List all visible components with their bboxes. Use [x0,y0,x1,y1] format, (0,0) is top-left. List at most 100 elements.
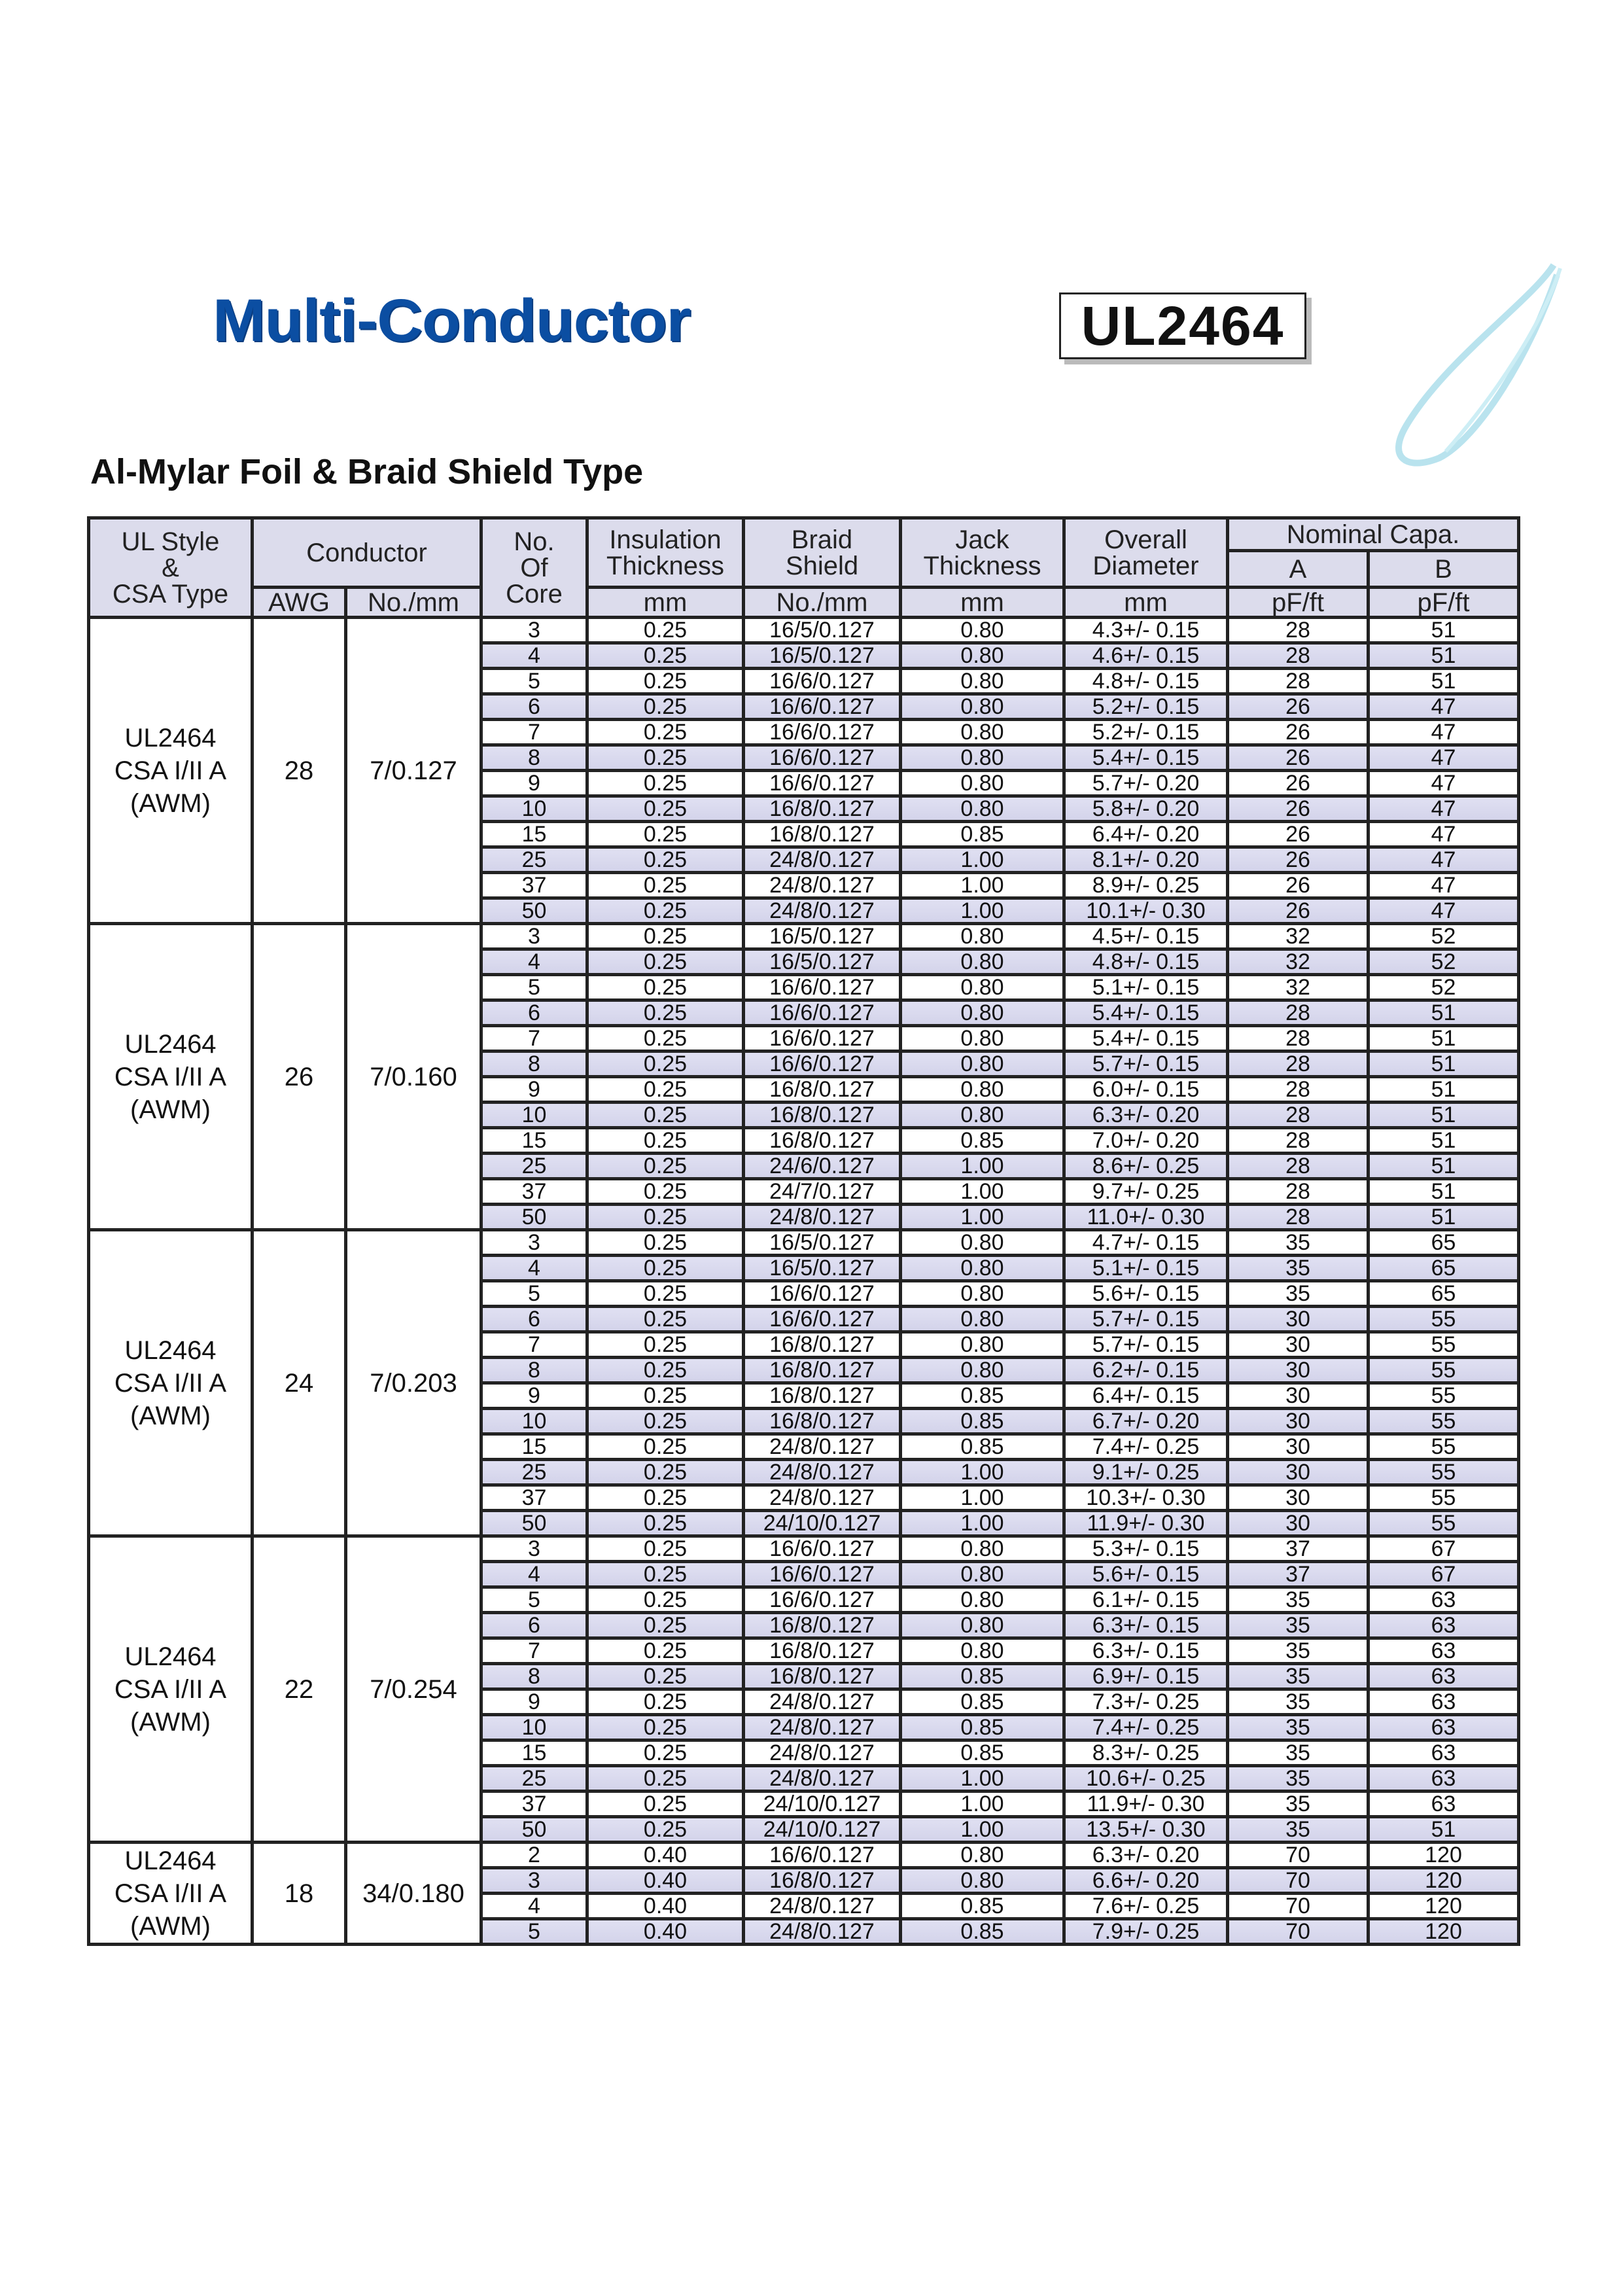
header-capa-a-unit: pF/ft [1226,586,1370,619]
capa-a-cell: 37 [1226,1534,1370,1563]
capa-a-cell: 30 [1226,1509,1370,1538]
overall-diameter-cell: 7.4+/- 0.25 [1062,1432,1229,1461]
jack-cell: 0.80 [899,1611,1066,1640]
capa-a-cell: 30 [1226,1356,1370,1385]
braid-cell: 16/6/0.127 [742,667,902,696]
capa-b-cell: 51 [1366,641,1521,670]
braid-cell: 24/8/0.127 [742,1917,902,1946]
overall-diameter-cell: 5.2+/- 0.15 [1062,692,1229,721]
table-row: 37 0.25 24/7/0.127 1.00 9.7+/- 0.25 28 51 [89,1177,1521,1206]
insulation-cell: 0.25 [585,1177,745,1206]
braid-cell: 16/8/0.127 [742,1330,902,1359]
overall-diameter-cell: 10.6+/- 0.25 [1062,1764,1229,1793]
table-row: 25 0.25 24/8/0.127 1.00 10.6+/- 0.25 35 63 [89,1764,1521,1793]
overall-diameter-cell: 5.4+/- 0.15 [1062,743,1229,772]
table-row: 50 0.25 24/8/0.127 1.00 11.0+/- 0.30 28 51 [89,1203,1521,1231]
conductor-cell: 7/0.127 [344,616,483,925]
braid-cell: 16/6/0.127 [742,718,902,747]
table-row: 6 0.25 16/8/0.127 0.80 6.3+/- 0.15 35 63 [89,1611,1521,1640]
table-body: UL2464 CSA I/II A (AWM) 28 7/0.127 3 0.25 16/5/… [87,616,1521,1946]
table-row: 7 0.25 16/6/0.127 0.80 5.4+/- 0.15 28 51 [89,1024,1521,1053]
insulation-cell: 0.25 [585,1228,745,1257]
ul-style-line: (AWM) [130,1401,211,1430]
cores-cell: 10 [480,1407,589,1436]
jack-cell: 0.80 [899,1228,1066,1257]
cores-cell: 5 [480,1917,589,1946]
braid-cell: 24/8/0.127 [742,1713,902,1742]
cores-cell: 9 [480,769,589,798]
capa-a-cell: 70 [1226,1917,1370,1946]
jack-cell: 1.00 [899,1458,1066,1487]
braid-cell: 16/8/0.127 [742,1356,902,1385]
ul-style-cell: UL2464 CSA I/II A (AWM) [87,922,254,1231]
overall-diameter-cell: 5.8+/- 0.20 [1062,794,1229,823]
braid-cell: 16/6/0.127 [742,743,902,772]
cores-cell: 50 [480,1509,589,1538]
braid-cell: 16/6/0.127 [742,1534,902,1563]
capa-a-cell: 26 [1226,871,1370,900]
jack-cell: 0.85 [899,1432,1066,1461]
braid-cell: 16/6/0.127 [742,1841,902,1869]
capa-a-cell: 35 [1226,1815,1370,1844]
insulation-cell: 0.25 [585,641,745,670]
jack-cell: 0.80 [899,1866,1066,1895]
capa-b-cell: 52 [1366,973,1521,1002]
braid-cell: 24/8/0.127 [742,845,902,874]
insulation-cell: 0.25 [585,1739,745,1767]
capa-a-cell: 30 [1226,1407,1370,1436]
capa-a-cell: 28 [1226,1203,1370,1231]
insulation-cell: 0.25 [585,896,745,925]
overall-diameter-cell: 4.3+/- 0.15 [1062,616,1229,645]
overall-diameter-cell: 6.7+/- 0.20 [1062,1407,1229,1436]
ul-style-line: CSA I/II A [114,1674,227,1704]
cores-cell: 50 [480,1203,589,1231]
braid-cell: 24/8/0.127 [742,1739,902,1767]
braid-cell: 16/5/0.127 [742,1254,902,1282]
table-row: 37 0.25 24/8/0.127 1.00 8.9+/- 0.25 26 47 [89,871,1521,900]
insulation-cell: 0.25 [585,998,745,1027]
cores-cell: 10 [480,794,589,823]
table-row: UL2464 CSA I/II A (AWM) 24 7/0.203 3 0.25 16/5/… [87,1228,1521,1538]
ul-style-line: UL2464 [124,723,217,752]
capa-a-cell: 70 [1226,1841,1370,1869]
capa-a-cell: 28 [1226,641,1370,670]
overall-diameter-cell: 11.9+/- 0.30 [1062,1509,1229,1538]
model-badge: UL2464 [1059,292,1306,359]
cores-cell: 4 [480,1560,589,1589]
braid-cell: 24/6/0.127 [742,1152,902,1180]
cores-cell: 3 [480,922,589,951]
header-jack-unit: mm [899,586,1066,619]
braid-cell: 24/8/0.127 [742,1203,902,1231]
table-row: 5 0.25 16/6/0.127 0.80 4.8+/- 0.15 28 51 [89,667,1521,696]
capa-b-cell: 63 [1366,1611,1521,1640]
overall-diameter-cell: 4.5+/- 0.15 [1062,922,1229,951]
cores-cell: 5 [480,1279,589,1308]
overall-diameter-cell: 8.3+/- 0.25 [1062,1739,1229,1767]
table-row: 37 0.25 24/8/0.127 1.00 10.3+/- 0.30 30 55 [89,1483,1521,1512]
insulation-cell: 0.25 [585,769,745,798]
jack-cell: 0.80 [899,1050,1066,1078]
insulation-cell: 0.25 [585,1381,745,1410]
braid-cell: 16/8/0.127 [742,1611,902,1640]
braid-cell: 16/5/0.127 [742,1228,902,1257]
table-row: UL2464 CSA I/II A (AWM) 22 7/0.254 3 0.25 16/6/… [87,1534,1521,1844]
overall-diameter-cell: 8.6+/- 0.25 [1062,1152,1229,1180]
header-insulation-unit: mm [585,586,745,619]
table-row: 7 0.25 16/8/0.127 0.80 6.3+/- 0.15 35 63 [89,1636,1521,1665]
jack-cell: 0.85 [899,1687,1066,1716]
braid-cell: 16/8/0.127 [742,794,902,823]
capa-a-cell: 35 [1226,1739,1370,1767]
capa-a-cell: 26 [1226,794,1370,823]
overall-diameter-cell: 5.1+/- 0.15 [1062,1254,1229,1282]
braid-cell: 16/6/0.127 [742,1585,902,1614]
capa-a-cell: 26 [1226,692,1370,721]
jack-cell: 0.80 [899,1356,1066,1385]
table-row: UL2464 CSA I/II A (AWM) 28 7/0.127 3 0.25 16/5/… [87,616,1521,925]
braid-cell: 16/8/0.127 [742,1075,902,1104]
capa-b-cell: 47 [1366,845,1521,874]
insulation-cell: 0.40 [585,1892,745,1920]
jack-cell: 1.00 [899,871,1066,900]
braid-cell: 16/5/0.127 [742,947,902,976]
insulation-cell: 0.25 [585,1713,745,1742]
braid-cell: 24/8/0.127 [742,1687,902,1716]
